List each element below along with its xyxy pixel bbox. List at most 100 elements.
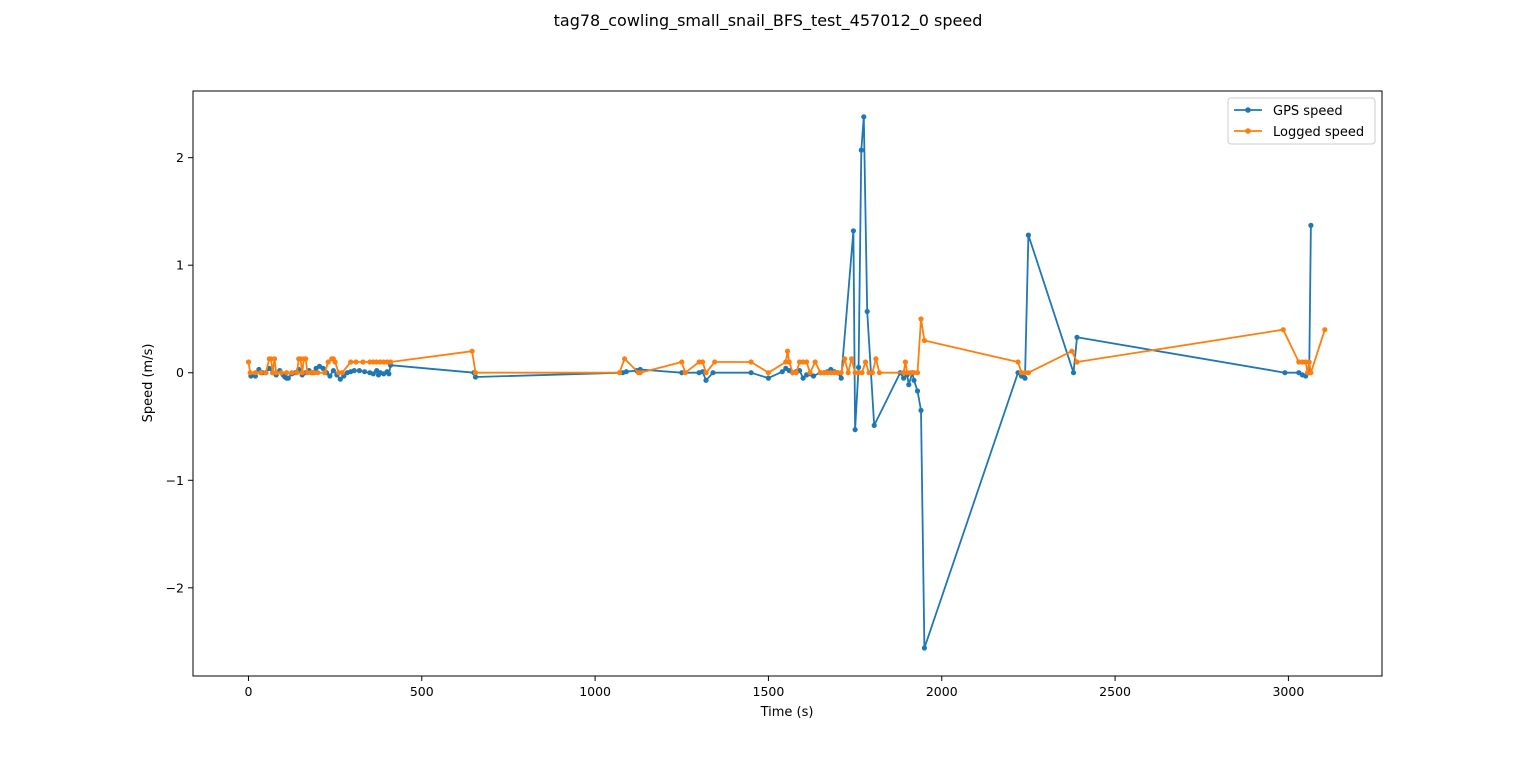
logged-speed-point (258, 370, 264, 376)
legend-gps-marker (1245, 107, 1251, 113)
x-axis-label: Time (s) (760, 705, 814, 720)
logged-speed-point (332, 359, 338, 365)
gps-speed-point (362, 369, 368, 375)
gps-speed-point (779, 369, 785, 375)
logged-speed-point (804, 359, 810, 365)
logged-speed-point (348, 359, 354, 365)
logged-speed-point (784, 348, 791, 354)
logged-speed-point (299, 370, 305, 376)
x-tick-label: 1500 (753, 684, 785, 699)
legend-logged-label: Logged speed (1273, 125, 1364, 140)
logged-speed-point (700, 359, 706, 365)
gps-speed-point (914, 388, 921, 394)
gps-speed-line (250, 115, 1312, 649)
logged-speed-point (1015, 359, 1021, 365)
gps-speed-point (906, 382, 912, 388)
logged-speed-point (862, 359, 869, 365)
logged-speed-point (918, 316, 924, 322)
x-tick-label: 2000 (926, 684, 958, 699)
gps-speed-point (918, 407, 924, 413)
logged-speed-point (360, 359, 366, 365)
logged-speed-point (622, 356, 628, 362)
gps-speed-point (810, 373, 817, 379)
gps-speed-point (327, 373, 333, 379)
logged-speed-point (838, 370, 844, 376)
y-tick-label: −1 (166, 473, 184, 488)
logged-speed-point (247, 370, 253, 376)
gps-speed-point (921, 645, 928, 651)
logged-speed-point (1306, 359, 1312, 365)
gps-speed-point (1025, 232, 1031, 238)
legend: GPS speed Logged speed (1227, 97, 1376, 145)
gps-speed-point (285, 375, 291, 381)
logged-speed-point (842, 356, 848, 362)
logged-speed-point (322, 370, 328, 376)
logged-speed-point (765, 370, 772, 376)
y-axis-label: Speed (m/s) (141, 344, 156, 423)
gps-speed-point (800, 375, 806, 381)
logged-speed-point (679, 359, 685, 365)
logged-speed-point (1074, 359, 1080, 365)
logged-speed-point (869, 370, 876, 376)
gps-speed-point (1282, 370, 1288, 376)
gps-speed-point (1308, 222, 1314, 228)
y-tick-label: 2 (176, 150, 184, 165)
gps-speed-point (370, 371, 376, 377)
logged-speed-point (303, 356, 309, 362)
logged-speed-point (859, 370, 865, 376)
gps-speed-point (856, 364, 862, 370)
gps-speed-point (337, 376, 343, 382)
gps-speed-point (838, 375, 844, 381)
logged-speed-point (325, 359, 331, 365)
gps-speed-point (710, 370, 716, 376)
gps-speed-point (703, 377, 709, 383)
legend-gps-label: GPS speed (1273, 104, 1343, 119)
gps-speed-point (852, 427, 858, 433)
x-tick-label: 3000 (1272, 684, 1304, 699)
gps-speed-point (858, 147, 864, 153)
gps-speed-point (386, 371, 392, 377)
logged-speed-point (849, 356, 855, 362)
logged-speed-point (914, 370, 921, 376)
logged-speed-point (682, 370, 688, 376)
gps-speed-point (864, 308, 870, 315)
logged-speed-point (1025, 370, 1031, 376)
logged-speed-point (712, 359, 718, 365)
logged-speed-point (294, 370, 300, 376)
logged-speed-point (388, 359, 394, 365)
gps-speed-point (861, 114, 867, 120)
logged-speed-point (278, 370, 284, 376)
series-logged-speed (245, 316, 1328, 376)
legend-box (1227, 97, 1376, 145)
gps-speed-point (330, 368, 336, 374)
logged-speed-point (284, 370, 290, 376)
logged-speed-point (263, 370, 269, 376)
logged-speed-point (873, 356, 879, 362)
logged-speed-point (902, 359, 909, 365)
logged-speed-point (616, 370, 623, 376)
logged-speed-point (1280, 327, 1286, 333)
gps-speed-point (850, 228, 857, 234)
logged-speed-point (793, 370, 799, 376)
x-tick-label: 2500 (1099, 684, 1131, 699)
logged-speed-point (1322, 327, 1328, 333)
gps-speed-point (911, 377, 917, 383)
logged-speed-point (245, 359, 252, 365)
y-tick-label: 0 (176, 365, 184, 380)
logged-speed-point (289, 370, 295, 376)
gps-speed-point (765, 375, 772, 381)
logged-speed-point (845, 370, 851, 376)
gps-speed-point (901, 375, 907, 381)
gps-speed-point (320, 365, 326, 371)
logged-speed-point (469, 348, 475, 354)
gps-speed-point (748, 370, 754, 376)
logged-speed-point (339, 370, 345, 376)
plot-layer (245, 114, 1328, 651)
logged-speed-point (271, 356, 278, 362)
gps-speed-point (623, 369, 629, 375)
legend-logged-marker (1245, 128, 1251, 134)
logged-speed-point (637, 370, 643, 376)
axis-ticks: 0 500 1000 1500 2000 2500 3000 −2 −1 0 1 2 (166, 150, 1305, 699)
gps-speed-point (1074, 334, 1080, 340)
